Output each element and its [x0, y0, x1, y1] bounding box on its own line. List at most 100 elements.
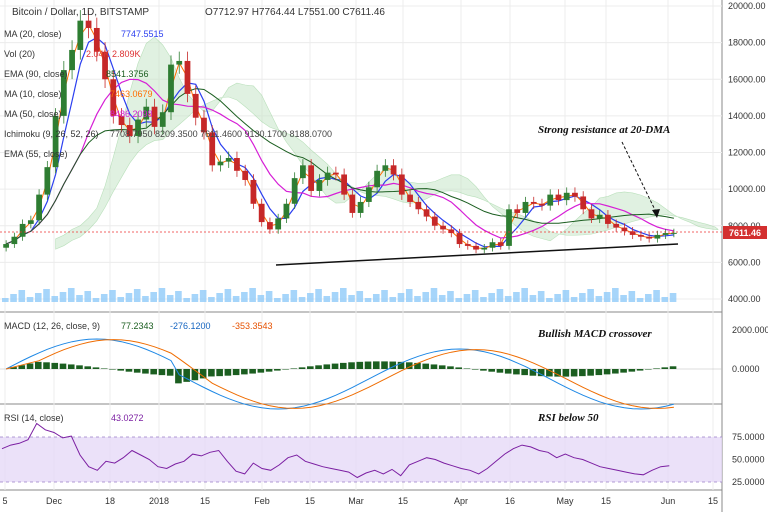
candle-body	[267, 222, 273, 230]
macd-histogram-bar	[513, 369, 520, 375]
candle-body	[3, 244, 10, 248]
volume-bar	[546, 298, 553, 302]
volume-bar	[455, 298, 463, 302]
candle-body	[563, 192, 570, 201]
rsi-label: RSI (14, close)	[4, 413, 64, 423]
macd-histogram-bar	[92, 367, 100, 369]
candle-body	[670, 232, 677, 234]
macd-histogram-bar	[356, 361, 364, 369]
macd-histogram-bar	[10, 367, 17, 369]
ma-50-line	[5, 78, 675, 245]
cloud-area	[55, 36, 719, 250]
macd-histogram-bar	[405, 362, 413, 369]
volume-bar	[51, 296, 59, 302]
macd-histogram-bar	[315, 365, 322, 369]
volume-bar	[438, 295, 446, 302]
volume-bar	[150, 292, 157, 302]
rsi-tick-label: 25.0000	[732, 477, 765, 487]
volume-bar	[183, 298, 190, 302]
candle-body	[316, 179, 323, 191]
annotation-macd: Bullish MACD crossover	[537, 328, 652, 340]
candle-body	[11, 236, 18, 245]
volume-bar	[199, 290, 207, 302]
macd-histogram-bar	[562, 369, 570, 377]
macd-signal-line	[5, 339, 674, 409]
price-tick-label: 18000.00	[728, 38, 766, 48]
indicator-label: EMA (90, close)	[4, 69, 68, 79]
candle-body	[349, 194, 356, 213]
volume-bar	[397, 293, 405, 302]
ma-20-line	[5, 36, 674, 248]
volume-bar	[496, 289, 504, 302]
volume-bar	[175, 291, 182, 302]
candle-body	[481, 247, 488, 250]
volume-bar	[84, 291, 92, 302]
macd-histogram-bar	[480, 369, 487, 371]
price-tag: 7611.46	[729, 228, 761, 238]
macd-histogram-bar	[282, 369, 289, 370]
volume-bar	[265, 291, 273, 302]
volume-bar	[18, 290, 26, 302]
macd-histogram-bar	[175, 369, 182, 384]
time-axis: 5 Dec 18 2018 15 Feb 15 Mar 15 Apr 16 May 15 Jun 15	[2, 496, 718, 506]
annotation-rsi: RSI below 50	[537, 412, 599, 424]
volume-bar	[67, 288, 75, 302]
ohlc-values: O7712.97 H7764.44 L7551.00 C7611.46	[205, 7, 385, 18]
macd-histogram-bar	[18, 365, 26, 369]
volume-bar	[389, 297, 397, 302]
candle-body	[497, 242, 504, 246]
candle-body	[126, 125, 133, 137]
macd-histogram-bar	[463, 368, 471, 369]
volume-bar	[191, 294, 199, 302]
candle-body	[324, 172, 331, 180]
candle-body	[522, 201, 529, 213]
volume-bar	[10, 294, 17, 302]
macd-histogram-bar	[438, 365, 446, 369]
indicator-label: Ichimoku (9, 26, 52, 26)	[4, 129, 99, 139]
macd-histogram-bar	[529, 369, 537, 376]
volume-bar	[620, 295, 627, 302]
macd-histogram-bar	[447, 366, 454, 369]
indicator-value: 7463.0679	[110, 89, 153, 99]
volume-bar	[405, 289, 413, 302]
macd-panel	[0, 338, 722, 410]
price-tick-label: 12000.00	[728, 148, 766, 158]
candle-body	[60, 70, 67, 116]
time-tick-label: 15	[601, 496, 611, 506]
macd-histogram-bar	[249, 369, 256, 374]
candle-body	[275, 218, 282, 230]
volume-bar	[504, 296, 512, 302]
time-tick-label: 2018	[149, 496, 169, 506]
candle-body	[291, 178, 298, 204]
macd-histogram-bar	[603, 369, 611, 375]
time-tick-label: Jun	[661, 496, 676, 506]
time-tick-label: 16	[505, 496, 515, 506]
rsi-line	[1, 422, 670, 479]
macd-histogram-bar	[216, 369, 223, 377]
macd-histogram-bar	[455, 367, 463, 369]
candle-body	[398, 174, 405, 195]
candle-body	[539, 203, 545, 206]
macd-histogram-bar	[109, 369, 116, 370]
candle-body	[341, 174, 348, 195]
indicator-label: MA (10, close)	[4, 89, 62, 99]
macd-histogram-bar	[364, 361, 372, 369]
macd-histogram-bar	[26, 363, 34, 369]
macd-histogram-bar	[166, 369, 174, 376]
ma-10-line	[5, 23, 674, 250]
candle-body	[151, 106, 158, 127]
rsi-value: 43.0272	[111, 413, 144, 423]
candle-body	[19, 223, 26, 237]
candle-body	[654, 234, 661, 239]
candle-body	[192, 93, 199, 118]
volume-bar	[612, 288, 619, 302]
macd-histogram-bar	[76, 365, 83, 369]
candle-body	[547, 194, 554, 206]
macd-histogram-bar	[183, 369, 190, 382]
macd-histogram-bar	[158, 369, 166, 376]
volume-bar	[241, 292, 248, 302]
volume-bar	[158, 288, 166, 302]
candle-body	[69, 49, 75, 71]
candle-body	[464, 244, 471, 246]
macd-histogram-bar	[224, 369, 232, 376]
